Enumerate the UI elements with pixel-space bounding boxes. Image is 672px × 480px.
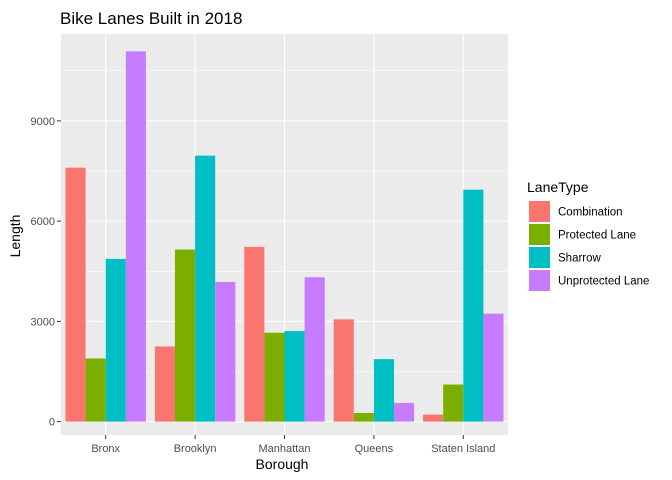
- bar-combination-staten-island: [423, 414, 444, 422]
- x-tick-label: Manhattan: [259, 443, 311, 455]
- bar-protected-lane-brooklyn: [174, 249, 196, 422]
- x-tick-label: Staten Island: [431, 443, 495, 455]
- y-axis: 0 3000 6000 9000: [31, 116, 61, 429]
- legend-label: Combination: [558, 207, 623, 219]
- y-tick-label: 0: [49, 417, 55, 429]
- y-tick-label: 9000: [31, 116, 55, 128]
- bar-sharrow-brooklyn: [195, 155, 216, 422]
- y-tick-label: 3000: [31, 316, 55, 328]
- bar-combination-brooklyn: [154, 346, 175, 422]
- bar-combination-bronx: [65, 167, 86, 422]
- bar-unprotected-lane-queens: [394, 402, 415, 422]
- x-tick-label: Brooklyn: [174, 443, 217, 455]
- bar-protected-lane-bronx: [85, 358, 106, 422]
- legend: LaneType Combination Protected Lane Sharro…: [527, 179, 649, 292]
- y-axis-title: Length: [7, 215, 23, 258]
- bar-unprotected-lane-manhattan: [304, 277, 325, 422]
- bar-combination-queens: [333, 319, 354, 422]
- legend-label: Sharrow: [558, 253, 602, 265]
- legend-label: Unprotected Lane: [558, 276, 649, 288]
- bar-unprotected-lane-staten-island: [483, 313, 504, 422]
- legend-title: LaneType: [527, 179, 589, 195]
- legend-swatch: [529, 270, 550, 291]
- bar-combination-manhattan: [244, 246, 265, 422]
- bar-sharrow-bronx: [105, 258, 126, 422]
- legend-swatch: [529, 247, 550, 268]
- x-tick-label: Queens: [355, 443, 394, 455]
- bar-sharrow-manhattan: [284, 331, 305, 422]
- bars: [65, 51, 504, 422]
- bar-unprotected-lane-bronx: [125, 51, 146, 422]
- bar-sharrow-staten-island: [463, 189, 484, 422]
- bar-protected-lane-queens: [353, 412, 374, 422]
- bar-protected-lane-manhattan: [264, 332, 285, 422]
- legend-swatch: [529, 224, 550, 245]
- x-axis: Bronx Brooklyn Manhattan Queens Staten Islan…: [91, 435, 495, 455]
- bar-sharrow-queens: [373, 359, 395, 422]
- legend-swatch: [529, 201, 550, 222]
- bar-unprotected-lane-brooklyn: [215, 281, 236, 422]
- legend-label: Protected Lane: [558, 230, 636, 242]
- y-tick-label: 6000: [31, 216, 55, 228]
- bar-protected-lane-staten-island: [443, 384, 464, 422]
- x-axis-title: Borough: [256, 456, 309, 472]
- x-tick-label: Bronx: [91, 443, 120, 455]
- chart-title: Bike Lanes Built in 2018: [60, 9, 242, 28]
